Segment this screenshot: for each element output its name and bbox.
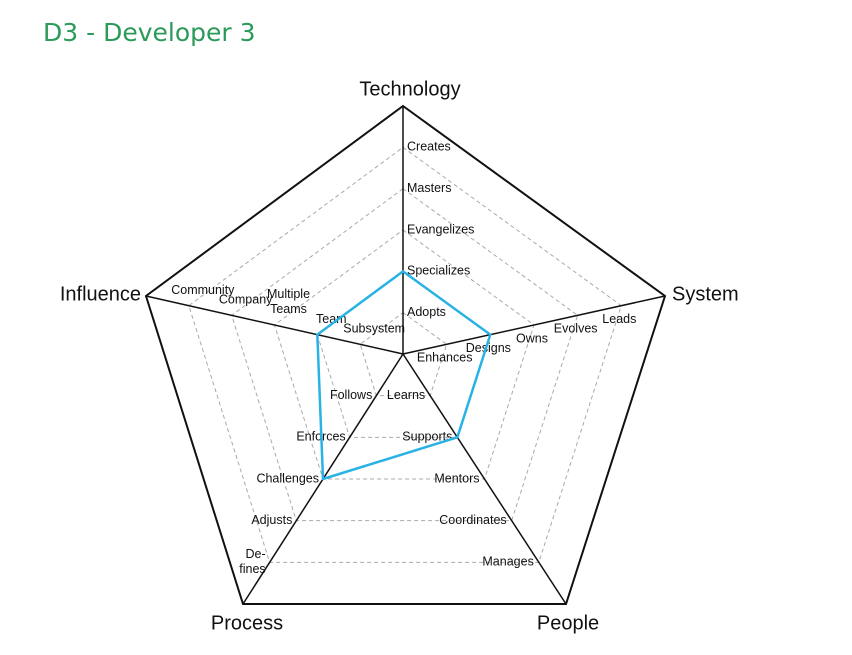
- level-label: Masters: [407, 181, 451, 195]
- level-label: Evolves: [554, 322, 598, 336]
- level-label: Follows: [330, 388, 372, 402]
- axis-label: Technology: [359, 78, 460, 100]
- axis-label: System: [672, 283, 739, 305]
- level-label: Owns: [516, 331, 548, 345]
- level-label: Creates: [407, 140, 451, 154]
- level-label: Manages: [482, 555, 533, 569]
- chart-title: D3 - Developer 3: [43, 18, 256, 47]
- level-label: Multiple Teams: [267, 287, 310, 316]
- outer-frame: [144, 104, 667, 605]
- level-label: Coordinates: [439, 513, 506, 527]
- level-label: Community: [171, 283, 235, 297]
- axis-spoke: [402, 353, 567, 605]
- level-label: Evangelizes: [407, 222, 474, 236]
- level-label: Supports: [402, 430, 452, 444]
- level-label: Mentors: [434, 471, 479, 485]
- level-label: Adjusts: [251, 513, 292, 527]
- level-label: Challenges: [256, 471, 319, 485]
- level-label: De-fines: [239, 547, 265, 576]
- level-label: Enhances: [417, 351, 473, 365]
- level-label: Learns: [387, 388, 425, 402]
- level-label: Designs: [466, 341, 511, 355]
- axis-label: Process: [211, 612, 283, 634]
- axis-label: People: [537, 612, 599, 634]
- level-label: Specializes: [407, 264, 470, 278]
- grid-ring: [188, 146, 622, 563]
- level-label: Company: [219, 293, 273, 307]
- level-label: Leads: [602, 312, 636, 326]
- axis-spoke: [402, 295, 666, 355]
- grid-ring: [359, 312, 448, 397]
- level-label: Team: [316, 312, 347, 326]
- grid-ring: [273, 229, 535, 480]
- axis-spoke: [145, 295, 404, 355]
- level-label: Subsystem: [343, 322, 405, 336]
- series-polygon: [316, 270, 492, 481]
- grid-ring: [231, 188, 579, 522]
- level-label: Adopts: [407, 305, 446, 319]
- axis-label: Influence: [60, 283, 141, 305]
